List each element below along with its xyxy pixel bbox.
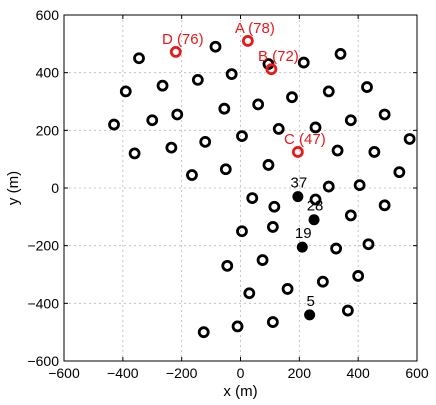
sensor-point	[262, 159, 275, 171]
x-tick-label: 600	[405, 365, 429, 381]
sensor-point	[219, 163, 232, 176]
sensor-point	[199, 135, 212, 148]
y-tick-label: 400	[36, 65, 60, 81]
sensor-point	[209, 40, 222, 53]
sensor-point	[128, 147, 141, 160]
highlight-point	[241, 35, 254, 47]
sensor-point	[309, 193, 322, 206]
sensor-point	[393, 166, 406, 179]
sensor-point	[378, 108, 391, 121]
sensor-point	[341, 304, 354, 317]
x-tick-label: −600	[48, 365, 80, 381]
highlight-point-label: B (72)	[258, 48, 299, 65]
y-tick-label: 0	[51, 180, 59, 196]
axis-ticks: −600 −400 −200 0 200 400 600 −600 −400 −200 0 200 40…	[27, 7, 428, 381]
grid	[64, 15, 417, 361]
sensor-point	[231, 320, 244, 333]
sensor-point	[330, 242, 343, 255]
sensor-point	[156, 79, 169, 92]
sensor-point	[133, 52, 145, 65]
sensor-point	[108, 118, 120, 131]
sensor-point	[286, 91, 298, 104]
filled-point	[304, 309, 316, 321]
y-axis-label: y (m)	[5, 171, 22, 205]
sensor-point	[221, 259, 234, 272]
highlight-point-label: D (76)	[162, 31, 204, 48]
sensor-point	[272, 122, 285, 135]
sensor-point	[236, 225, 248, 238]
y-tick-label: 200	[36, 122, 60, 138]
highlight-point	[291, 146, 304, 158]
sensor-point	[225, 68, 238, 81]
filled-point	[296, 241, 308, 253]
sensor-point	[266, 316, 279, 328]
sensor-point	[353, 179, 366, 192]
sensor-point	[252, 98, 265, 111]
filled-point-label: 28	[307, 198, 324, 215]
sensor-point	[316, 275, 329, 288]
x-tick-label: 0	[237, 365, 245, 381]
sensor-point	[243, 287, 256, 300]
highlight-point-label: A (78)	[235, 20, 275, 37]
sensor-point	[266, 221, 279, 233]
highlight-point-label: C (47)	[284, 131, 326, 148]
sensor-point	[256, 254, 269, 266]
y-tick-label: 600	[36, 7, 60, 23]
filled-point-label: 19	[295, 225, 312, 242]
sensor-point	[281, 283, 294, 295]
filled-point	[292, 191, 304, 203]
sensor-point	[362, 238, 375, 251]
filled-point	[308, 214, 320, 226]
sensor-point	[268, 200, 281, 213]
x-axis-label: x (m)	[223, 383, 257, 400]
sensor-point	[246, 192, 259, 204]
sensor-point	[197, 326, 210, 339]
sensor-point	[236, 130, 248, 143]
highlight-point	[265, 63, 278, 76]
sensor-point	[191, 73, 204, 86]
sensor-point	[165, 141, 178, 154]
x-tick-label: 400	[346, 365, 370, 381]
filled-point-label: 5	[306, 293, 314, 310]
sensor-point	[334, 48, 347, 60]
y-tick-label: −400	[27, 295, 59, 311]
filled-point-label: 37	[291, 175, 308, 192]
sensor-point	[322, 85, 335, 98]
sensor-point	[297, 56, 310, 69]
sensor-point	[146, 114, 159, 127]
sensor-point	[344, 209, 357, 222]
sensor-point	[186, 169, 198, 181]
sensor-point	[352, 270, 365, 282]
sensor-point	[322, 180, 335, 193]
sensor-point	[331, 144, 344, 157]
sensor-point	[344, 114, 357, 127]
y-tick-label: −600	[27, 353, 59, 369]
y-tick-label: −200	[27, 238, 59, 254]
sensor-point	[368, 146, 381, 158]
highlight-point	[169, 46, 182, 58]
sensor-point	[361, 81, 373, 93]
sensor-point	[119, 85, 132, 98]
x-tick-label: −200	[166, 365, 198, 381]
x-tick-label: −400	[107, 365, 139, 381]
data-points: D (76) A (78) B (72) C (47) 37 28 19 5	[108, 20, 416, 339]
sensor-point	[171, 108, 184, 121]
x-tick-label: 200	[288, 365, 312, 381]
sensor-point	[403, 133, 416, 145]
sensor-point	[218, 102, 231, 115]
sensor-point	[309, 121, 322, 134]
sensor-point	[378, 199, 391, 212]
